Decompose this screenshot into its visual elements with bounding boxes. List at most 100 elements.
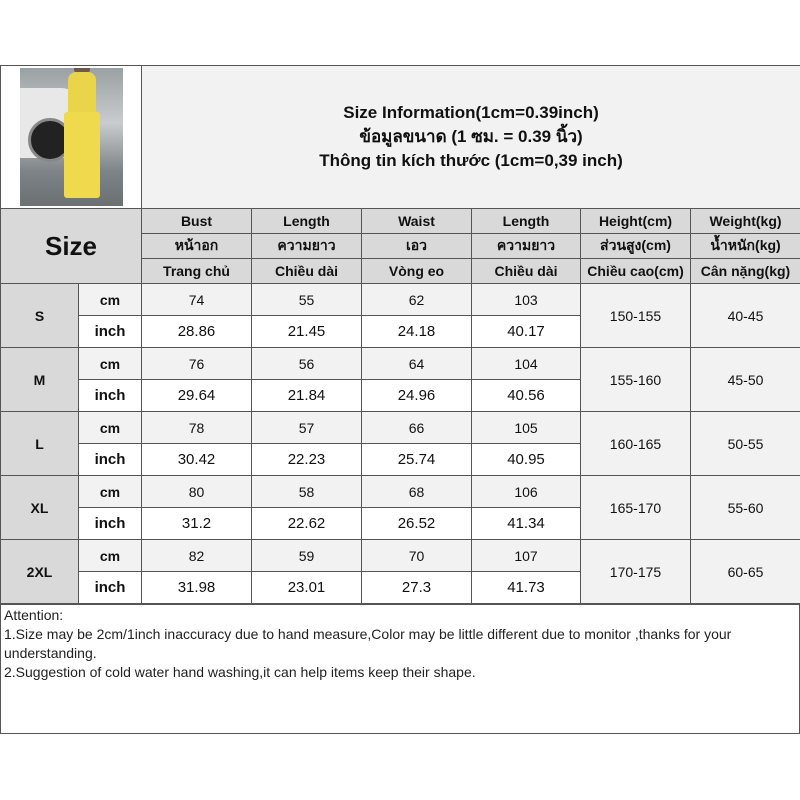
cm-value: 80 — [141, 475, 252, 508]
inch-value: 28.86 — [141, 315, 252, 348]
table-row-inch: inch 30.42 22.23 25.74 40.95 — [1, 443, 800, 476]
inch-value: 31.2 — [141, 507, 252, 540]
unit-label: cm — [78, 347, 142, 380]
unit-label: inch — [78, 443, 142, 476]
cm-value: 105 — [471, 411, 581, 444]
size-chart-table: Size Information(1cm=0.39inch) ข้อมูลขนา… — [0, 65, 800, 604]
size-label: S — [0, 283, 79, 348]
product-photo-cell — [0, 65, 142, 209]
inch-value: 30.42 — [141, 443, 252, 476]
height-range: 170-175 — [580, 539, 691, 604]
column-header-vi: Cân nặng(kg) — [689, 258, 800, 284]
weight-range: 50-55 — [689, 411, 800, 476]
unit-label: cm — [78, 539, 142, 572]
cm-value: 104 — [471, 347, 581, 380]
attention-heading: Attention: — [4, 607, 64, 623]
title-th: ข้อมูลขนาด (1 ซม. = 0.39 นิ้ว) — [359, 127, 583, 146]
column-header-th: ส่วนสูง(cm) — [580, 233, 691, 259]
height-range: 155-160 — [580, 347, 691, 412]
unit-label: inch — [78, 571, 142, 604]
column-header-en: Height(cm) — [580, 208, 691, 234]
title-vi: Thông tin kích thước (1cm=0,39 inch) — [319, 151, 623, 170]
column-header-th: ความยาว — [251, 233, 362, 259]
inch-value: 21.45 — [251, 315, 362, 348]
cm-value: 68 — [361, 475, 472, 508]
inch-value: 40.56 — [471, 379, 581, 412]
weight-range: 55-60 — [689, 475, 800, 540]
cm-value: 66 — [361, 411, 472, 444]
size-label: L — [0, 411, 79, 476]
height-range: 160-165 — [580, 411, 691, 476]
unit-label: inch — [78, 315, 142, 348]
inch-value: 40.17 — [471, 315, 581, 348]
title-en: Size Information(1cm=0.39inch) — [343, 103, 599, 122]
cm-value: 70 — [361, 539, 472, 572]
unit-label: cm — [78, 283, 142, 316]
size-label: XL — [0, 475, 79, 540]
inch-value: 22.62 — [251, 507, 362, 540]
title-cell: Size Information(1cm=0.39inch) ข้อมูลขนา… — [140, 65, 800, 209]
cm-value: 107 — [471, 539, 581, 572]
attention-note-2: 2.Suggestion of cold water hand washing,… — [4, 664, 476, 680]
column-header-vi: Chiều dài — [471, 258, 581, 284]
table-row-inch: inch 31.98 23.01 27.3 41.73 — [1, 571, 800, 604]
column-header-en: Weight(kg) — [689, 208, 800, 234]
cm-value: 76 — [141, 347, 252, 380]
inch-value: 41.34 — [471, 507, 581, 540]
column-header-vi: Vòng eo — [361, 258, 472, 284]
inch-value: 29.64 — [141, 379, 252, 412]
column-header-en: Bust — [141, 208, 252, 234]
column-header-en: Length — [251, 208, 362, 234]
size-label: M — [0, 347, 79, 412]
unit-label: inch — [78, 507, 142, 540]
inch-value: 24.18 — [361, 315, 472, 348]
cm-value: 56 — [251, 347, 362, 380]
size-label: 2XL — [0, 539, 79, 604]
cm-value: 78 — [141, 411, 252, 444]
height-range: 150-155 — [580, 283, 691, 348]
table-row-inch: inch 31.2 22.62 26.52 41.34 — [1, 507, 800, 540]
inch-value: 23.01 — [251, 571, 362, 604]
cm-value: 82 — [141, 539, 252, 572]
inch-value: 22.23 — [251, 443, 362, 476]
table-row-inch: inch 28.86 21.45 24.18 40.17 — [1, 315, 800, 348]
height-range: 165-170 — [580, 475, 691, 540]
attention-note-1: 1.Size may be 2cm/1inch inaccuracy due t… — [4, 626, 732, 661]
cm-value: 64 — [361, 347, 472, 380]
column-header-th: ความยาว — [471, 233, 581, 259]
column-header-en: Length — [471, 208, 581, 234]
inch-value: 24.96 — [361, 379, 472, 412]
weight-range: 60-65 — [689, 539, 800, 604]
inch-value: 40.95 — [471, 443, 581, 476]
table-row-cm: XL cm 80 58 68 106 165-170 55-60 — [0, 475, 800, 540]
column-header-vi: Chiều dài — [251, 258, 362, 284]
unit-label: inch — [78, 379, 142, 412]
cm-value: 59 — [251, 539, 362, 572]
table-row-cm: 2XL cm 82 59 70 107 170-175 60-65 — [0, 539, 800, 604]
column-header-en: Waist — [361, 208, 472, 234]
inch-value: 26.52 — [361, 507, 472, 540]
product-photo — [19, 68, 123, 206]
column-header-th: น้ำหนัก(kg) — [689, 233, 800, 259]
inch-value: 25.74 — [361, 443, 472, 476]
column-header-th: เอว — [361, 233, 472, 259]
unit-label: cm — [78, 411, 142, 444]
cm-value: 106 — [471, 475, 581, 508]
inch-value: 41.73 — [471, 571, 581, 604]
column-header-vi: Chiều cao(cm) — [580, 258, 691, 284]
weight-range: 40-45 — [689, 283, 800, 348]
unit-label: cm — [78, 475, 142, 508]
inch-value: 31.98 — [141, 571, 252, 604]
weight-range: 45-50 — [689, 347, 800, 412]
inch-value: 27.3 — [361, 571, 472, 604]
attention-notes: Attention: 1.Size may be 2cm/1inch inacc… — [0, 604, 800, 734]
inch-value: 21.84 — [251, 379, 362, 412]
cm-value: 103 — [471, 283, 581, 316]
cm-value: 55 — [251, 283, 362, 316]
cm-value: 62 — [361, 283, 472, 316]
size-header: Size — [0, 208, 142, 284]
cm-value: 57 — [251, 411, 362, 444]
